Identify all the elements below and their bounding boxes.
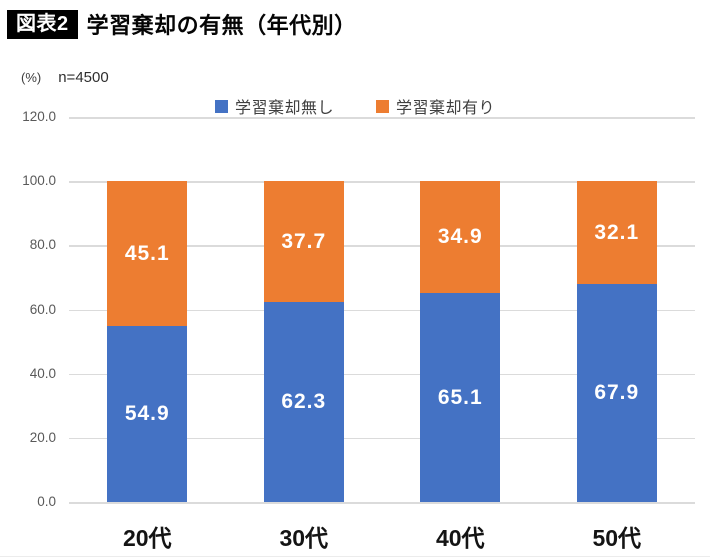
bar-value-label: 37.7 — [281, 229, 327, 253]
y-gridline — [69, 181, 695, 183]
bar-value-label: 62.3 — [281, 390, 327, 414]
meta-row: (%) n=4500 — [21, 69, 109, 86]
legend-swatch-blue-icon — [214, 99, 228, 113]
legend-item-no-unlearning: 学習棄却無し — [214, 94, 334, 118]
x-axis-category-label: 30代 — [279, 525, 329, 551]
legend: 学習棄却無し 学習棄却有り — [0, 94, 710, 118]
bar-segment-has-unlearning: 45.1 — [107, 181, 188, 326]
y-gridline — [69, 502, 695, 504]
y-axis-tick-label: 0.0 — [37, 494, 56, 509]
x-axis-category-label: 20代 — [122, 525, 172, 551]
bar-segment-no-unlearning: 54.9 — [107, 325, 188, 502]
legend-label-has-unlearning: 学習棄却有り — [396, 100, 496, 117]
bar-value-label: 65.1 — [437, 385, 483, 409]
x-axis-category-label: 40代 — [435, 525, 485, 551]
y-gridline — [69, 373, 695, 376]
y-axis-unit-label: (%) — [21, 70, 42, 85]
bar-value-label: 45.1 — [124, 241, 170, 265]
bar-segment-has-unlearning: 34.9 — [420, 181, 501, 294]
figure-badge: 図表2 — [7, 9, 78, 39]
y-gridline — [69, 117, 695, 119]
bar-value-label: 34.9 — [437, 225, 483, 249]
bar-segment-no-unlearning: 62.3 — [263, 302, 344, 502]
bar-value-label: 54.9 — [124, 401, 170, 425]
legend-swatch-orange-icon — [376, 99, 389, 113]
y-axis-tick-label: 120.0 — [22, 109, 56, 124]
y-axis-tick-label: 80.0 — [29, 237, 56, 253]
bar-segment-has-unlearning: 37.7 — [263, 181, 344, 303]
sample-size-label: n=4500 — [58, 69, 109, 86]
bar-value-label: 67.9 — [594, 381, 640, 405]
y-axis-tick-label: 100.0 — [22, 173, 56, 189]
y-gridline — [69, 437, 695, 440]
x-axis-category-label: 50代 — [592, 525, 642, 551]
y-axis-tick-label: 20.0 — [29, 429, 56, 445]
title-row: 図表2 学習棄却の有無（年代別） — [7, 8, 357, 40]
bar-segment-has-unlearning: 32.1 — [576, 181, 657, 285]
y-axis-tick-label: 40.0 — [29, 365, 56, 381]
y-axis-tick-label: 60.0 — [29, 301, 56, 317]
y-gridline — [69, 245, 695, 247]
legend-label-no-unlearning: 学習棄却無し — [234, 100, 334, 117]
y-gridline — [69, 309, 695, 311]
bar-value-label: 32.1 — [594, 220, 640, 244]
bar-segment-no-unlearning: 65.1 — [420, 293, 501, 502]
chart-title: 学習棄却の有無（年代別） — [86, 13, 357, 38]
bar-segment-no-unlearning: 67.9 — [576, 284, 657, 502]
legend-item-has-unlearning: 学習棄却有り — [376, 94, 495, 118]
